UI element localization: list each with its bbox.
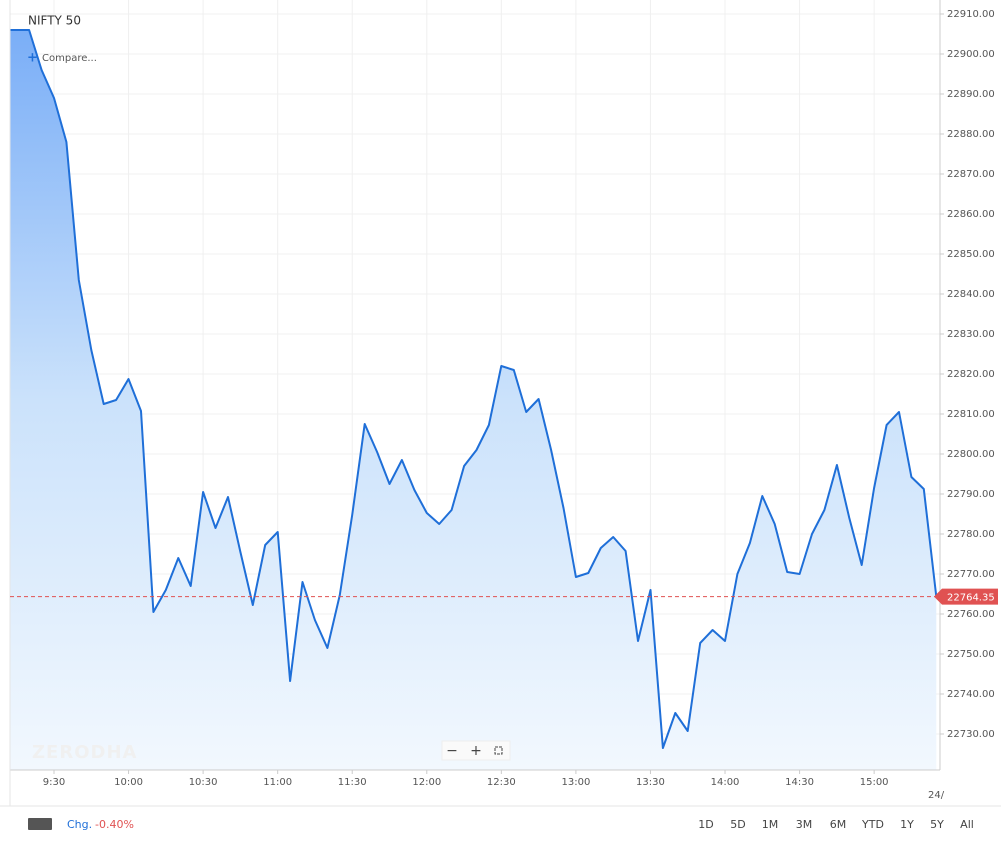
x-tick-label: 12:30	[487, 777, 516, 788]
area	[10, 30, 937, 770]
y-tick-label: 22900.00	[947, 49, 995, 60]
x-tick-label: 14:00	[711, 777, 740, 788]
fullscreen[interactable]	[494, 746, 503, 755]
y-tick-label: 22890.00	[947, 89, 995, 100]
range-button[interactable]: 1D	[698, 818, 713, 831]
x-tick-label: 14:30	[785, 777, 814, 788]
x-tick-label: 9:30	[43, 777, 65, 788]
y-tick-label: 22790.00	[947, 489, 995, 500]
range-button[interactable]: 1Y	[900, 818, 914, 831]
watermark: ZERODHA	[32, 742, 137, 763]
range-button[interactable]: YTD	[861, 818, 884, 831]
keyboard-icon[interactable]	[28, 818, 52, 830]
price-line	[10, 29, 938, 749]
y-tick-label: 22780.00	[947, 529, 995, 540]
x-tick-label: 10:00	[114, 777, 143, 788]
y-tick-label: 22800.00	[947, 449, 995, 460]
date-stub: 24/	[928, 790, 945, 801]
zoom-box	[441, 740, 511, 761]
y-tick-label: 22750.00	[947, 649, 995, 660]
x-tick-label: 15:00	[860, 777, 889, 788]
y-tick-label: 22870.00	[947, 169, 995, 180]
x-tick-label: 11:00	[263, 777, 292, 788]
y-tick-label: 22880.00	[947, 129, 995, 140]
y-tick-label: 22770.00	[947, 569, 995, 580]
chart-title: NIFTY 50	[28, 14, 81, 28]
last-price-label: 22764.35	[947, 593, 995, 604]
range-button[interactable]: 6M	[830, 818, 847, 831]
y-tick-label: 22740.00	[947, 689, 995, 700]
y-tick-label: 22760.00	[947, 609, 995, 620]
zoom-in[interactable]: +	[470, 743, 482, 759]
compare-plus[interactable]: +	[27, 51, 38, 66]
range-button[interactable]: 5D	[730, 818, 745, 831]
x-tick-label: 13:00	[561, 777, 590, 788]
change-label: Chg.	[67, 818, 92, 831]
range-button[interactable]: 5Y	[930, 818, 944, 831]
x-tick-label: 12:00	[412, 777, 441, 788]
range-button[interactable]: 1M	[762, 818, 779, 831]
x-tick-label: 13:30	[636, 777, 665, 788]
y-tick-label: 22830.00	[947, 329, 995, 340]
x-tick-label: 10:30	[189, 777, 218, 788]
x-tick-label: 11:30	[338, 777, 367, 788]
y-tick-label: 22860.00	[947, 209, 995, 220]
y-tick-label: 22910.00	[947, 9, 995, 20]
last-price-tag	[934, 588, 998, 605]
y-tick-label: 22810.00	[947, 409, 995, 420]
zoom-out[interactable]: −	[446, 743, 458, 759]
range-button[interactable]: All	[960, 818, 974, 831]
y-tick-label: 22820.00	[947, 369, 995, 380]
change-value: -0.40%	[95, 818, 134, 831]
y-tick-label: 22730.00	[947, 729, 995, 740]
zoom-controls: − +	[441, 740, 511, 761]
range-button[interactable]: 3M	[796, 818, 813, 831]
y-tick-label: 22850.00	[947, 249, 995, 260]
y-tick-label: 22840.00	[947, 289, 995, 300]
compare-button[interactable]: Compare...	[42, 53, 97, 64]
